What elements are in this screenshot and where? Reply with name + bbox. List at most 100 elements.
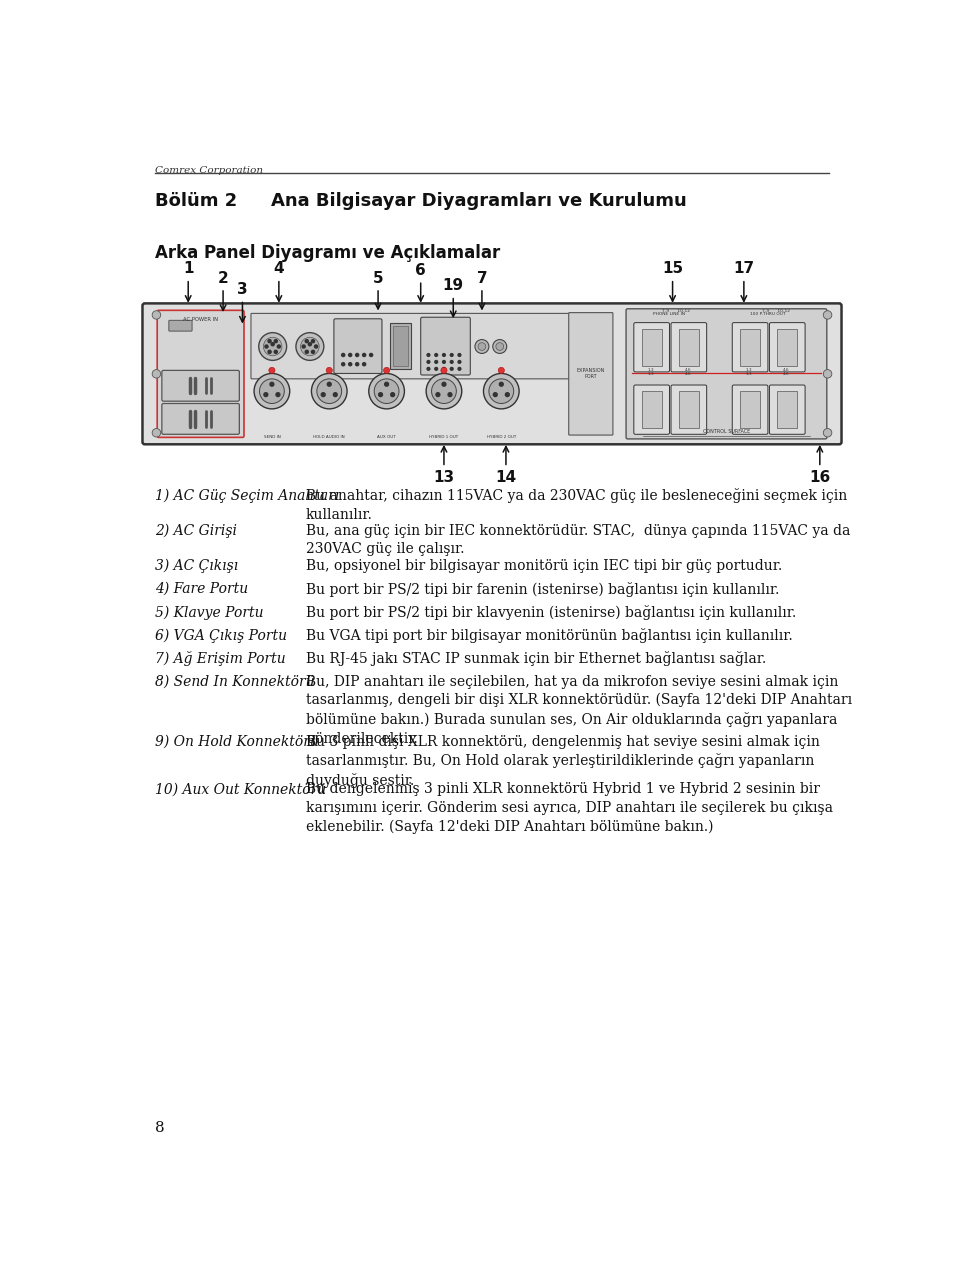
Circle shape <box>275 350 277 354</box>
Text: 7-9      10-12: 7-9 10-12 <box>662 309 690 313</box>
Circle shape <box>264 393 268 397</box>
Text: 8) Send In Konnektörü: 8) Send In Konnektörü <box>155 674 314 688</box>
Text: Bu VGA tipi port bir bilgisayar monitörünün bağlantısı için kullanılır.: Bu VGA tipi port bir bilgisayar monitörü… <box>306 628 793 644</box>
Circle shape <box>317 379 342 404</box>
Circle shape <box>305 350 308 354</box>
Circle shape <box>432 379 456 404</box>
Text: Bölüm 2: Bölüm 2 <box>155 192 237 209</box>
FancyBboxPatch shape <box>162 370 239 401</box>
Circle shape <box>276 393 280 397</box>
Text: 7) Ağ Erişim Portu: 7) Ağ Erişim Portu <box>155 651 285 667</box>
Circle shape <box>302 345 305 349</box>
Text: Arka Panel Diyagramı ve Açıklamalar: Arka Panel Diyagramı ve Açıklamalar <box>155 244 500 262</box>
Circle shape <box>275 340 277 342</box>
Circle shape <box>427 354 430 356</box>
FancyBboxPatch shape <box>634 323 669 372</box>
Text: Bu port bir PS/2 tipi bir klavyenin (istenirse) bağlantısı için kullanılır.: Bu port bir PS/2 tipi bir klavyenin (ist… <box>306 605 796 621</box>
Circle shape <box>348 363 351 365</box>
Circle shape <box>824 429 831 437</box>
Text: 17: 17 <box>733 262 755 276</box>
Circle shape <box>348 354 351 356</box>
Circle shape <box>153 429 160 437</box>
FancyBboxPatch shape <box>732 384 768 434</box>
Circle shape <box>426 373 462 409</box>
FancyBboxPatch shape <box>568 313 612 435</box>
FancyBboxPatch shape <box>251 313 586 379</box>
Circle shape <box>355 363 359 365</box>
Text: AUX OUT: AUX OUT <box>377 435 396 439</box>
Circle shape <box>505 393 509 397</box>
Circle shape <box>308 342 311 346</box>
Text: 4-6: 4-6 <box>684 372 691 375</box>
Circle shape <box>498 368 504 373</box>
Circle shape <box>496 342 504 350</box>
Text: 1-3: 1-3 <box>648 372 654 375</box>
Circle shape <box>322 393 325 397</box>
Circle shape <box>327 382 331 386</box>
FancyBboxPatch shape <box>334 319 382 373</box>
Circle shape <box>315 345 318 349</box>
Circle shape <box>475 340 489 354</box>
Text: 8: 8 <box>155 1121 164 1135</box>
Circle shape <box>442 382 445 386</box>
Circle shape <box>271 342 275 346</box>
Circle shape <box>824 310 831 319</box>
Text: 13: 13 <box>433 470 454 485</box>
Text: Bu port bir PS/2 tipi bir farenin (istenirse) bağlantısı için kullanılır.: Bu port bir PS/2 tipi bir farenin (isten… <box>306 582 780 598</box>
Text: 4-6: 4-6 <box>783 368 790 372</box>
Circle shape <box>499 382 503 386</box>
FancyBboxPatch shape <box>420 317 470 375</box>
Text: HYBRID 2 OUT: HYBRID 2 OUT <box>487 435 516 439</box>
Text: 4-6: 4-6 <box>684 368 691 372</box>
Circle shape <box>342 363 345 365</box>
Circle shape <box>311 373 348 409</box>
Text: 14: 14 <box>495 470 516 485</box>
Circle shape <box>383 368 390 373</box>
Circle shape <box>435 368 438 370</box>
Circle shape <box>450 360 453 363</box>
Circle shape <box>259 379 284 404</box>
Text: 1-3: 1-3 <box>746 368 753 372</box>
FancyBboxPatch shape <box>732 323 768 372</box>
Circle shape <box>458 360 461 363</box>
Circle shape <box>435 360 438 363</box>
Circle shape <box>300 337 319 356</box>
Text: 16: 16 <box>809 470 830 485</box>
Circle shape <box>277 345 280 349</box>
Bar <box>679 328 699 365</box>
Circle shape <box>363 354 366 356</box>
Circle shape <box>484 373 519 409</box>
Circle shape <box>369 373 404 409</box>
Circle shape <box>824 369 831 378</box>
Circle shape <box>436 393 440 397</box>
FancyBboxPatch shape <box>770 323 805 372</box>
Bar <box>641 391 661 428</box>
Circle shape <box>458 368 461 370</box>
Text: 2: 2 <box>218 271 228 286</box>
Circle shape <box>305 340 308 342</box>
FancyBboxPatch shape <box>671 323 707 372</box>
Circle shape <box>355 354 359 356</box>
Text: 4) Fare Portu: 4) Fare Portu <box>155 582 248 596</box>
Circle shape <box>450 354 453 356</box>
Circle shape <box>311 340 315 342</box>
FancyBboxPatch shape <box>671 384 707 434</box>
Text: 10) Aux Out Konnektörü: 10) Aux Out Konnektörü <box>155 783 326 797</box>
Bar <box>740 328 760 365</box>
Text: HYBRID 1 OUT: HYBRID 1 OUT <box>429 435 459 439</box>
Circle shape <box>458 354 461 356</box>
Circle shape <box>268 350 271 354</box>
FancyBboxPatch shape <box>770 384 805 434</box>
Circle shape <box>374 379 399 404</box>
Text: AC POWER IN: AC POWER IN <box>183 317 218 322</box>
Circle shape <box>265 345 268 349</box>
Circle shape <box>492 340 507 354</box>
Circle shape <box>326 368 332 373</box>
Text: HOLD AUDIO IN: HOLD AUDIO IN <box>313 435 345 439</box>
Text: 3: 3 <box>237 282 248 298</box>
Circle shape <box>450 368 453 370</box>
Circle shape <box>385 382 389 386</box>
FancyBboxPatch shape <box>626 309 827 439</box>
Text: PHONE LINE IN: PHONE LINE IN <box>654 312 685 315</box>
Bar <box>679 391 699 428</box>
